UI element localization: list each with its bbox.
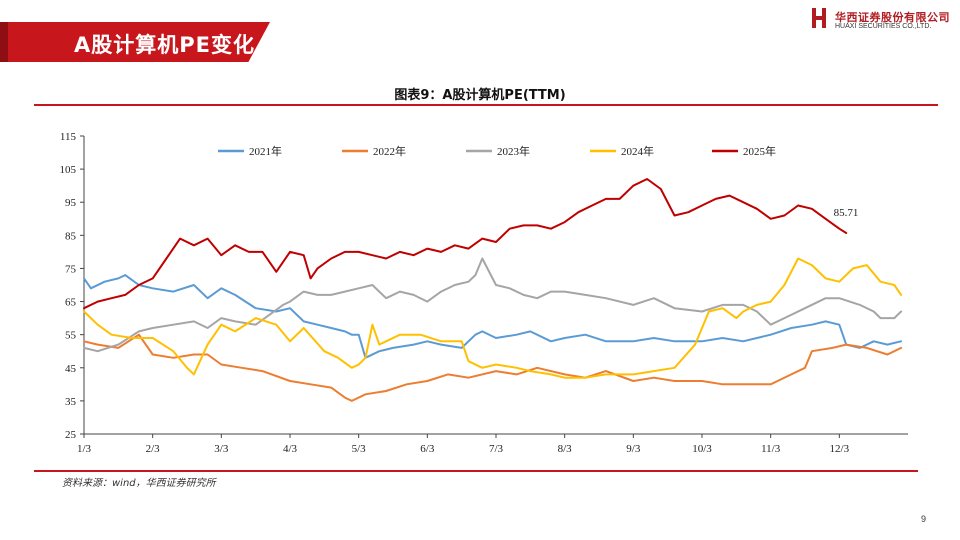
- legend-label: 2025年: [743, 144, 776, 158]
- y-tick-label: 65: [65, 297, 77, 309]
- page-number: 9: [920, 514, 926, 524]
- company-logo: 华西证券股份有限公司 HUAXI SECURITIES CO.,LTD.: [810, 6, 950, 34]
- series-line-2022: [83, 333, 903, 402]
- y-tick-label: 55: [65, 330, 77, 342]
- x-tick-label: 3/3: [214, 443, 229, 455]
- y-tick-label: 85: [65, 230, 77, 242]
- source-note: 资料来源：wind，华西证券研究所: [62, 478, 216, 489]
- data-label-2025-last: 85.71: [834, 207, 859, 219]
- logo-name-cn: 华西证券股份有限公司: [835, 11, 950, 24]
- pe-line-chart: 25 35 45 55 65 75 85 95 105 115 1/3 2/3 3/3 4/3 5/3 6/3…: [60, 131, 908, 455]
- x-tick-label: 1/3: [77, 443, 92, 455]
- title-banner: [0, 22, 270, 62]
- y-tick-label: 115: [60, 131, 77, 143]
- series-line-2025: [83, 178, 848, 310]
- series-line-2024: [83, 257, 903, 379]
- x-tick-label: 5/3: [352, 443, 367, 455]
- logo-name-en: HUAXI SECURITIES CO.,LTD.: [835, 23, 932, 30]
- y-tick-label: 75: [65, 263, 77, 275]
- huaxi-logo-icon: [812, 8, 826, 28]
- title-banner-accent: [0, 22, 8, 62]
- chart-title: 图表9：A股计算机PE(TTM): [394, 88, 566, 103]
- top-divider: [34, 104, 938, 106]
- y-tick-label: 25: [65, 429, 77, 441]
- y-tick-label: 105: [60, 164, 77, 176]
- y-tick-label: 35: [65, 396, 77, 408]
- bottom-divider: [34, 470, 918, 472]
- x-tick-label: 12/3: [830, 443, 850, 455]
- legend-label: 2022年: [373, 144, 406, 158]
- x-tick-label: 7/3: [489, 443, 504, 455]
- legend-label: 2024年: [621, 144, 654, 158]
- x-tick-label: 4/3: [283, 443, 298, 455]
- y-tick-label: 95: [65, 197, 77, 209]
- series-line-2021: [83, 274, 903, 359]
- legend-label: 2021年: [249, 144, 282, 158]
- x-tick-label: 8/3: [558, 443, 573, 455]
- x-tick-label: 11/3: [761, 443, 781, 455]
- x-tick-label: 2/3: [146, 443, 161, 455]
- x-tick-label: 10/3: [692, 443, 712, 455]
- series-line-2023: [83, 257, 903, 353]
- x-tick-label: 6/3: [420, 443, 435, 455]
- y-tick-label: 45: [65, 363, 77, 375]
- x-tick-label: 9/3: [626, 443, 641, 455]
- page-title: A股计算机PE变化: [74, 33, 255, 57]
- legend-label: 2023年: [497, 144, 530, 158]
